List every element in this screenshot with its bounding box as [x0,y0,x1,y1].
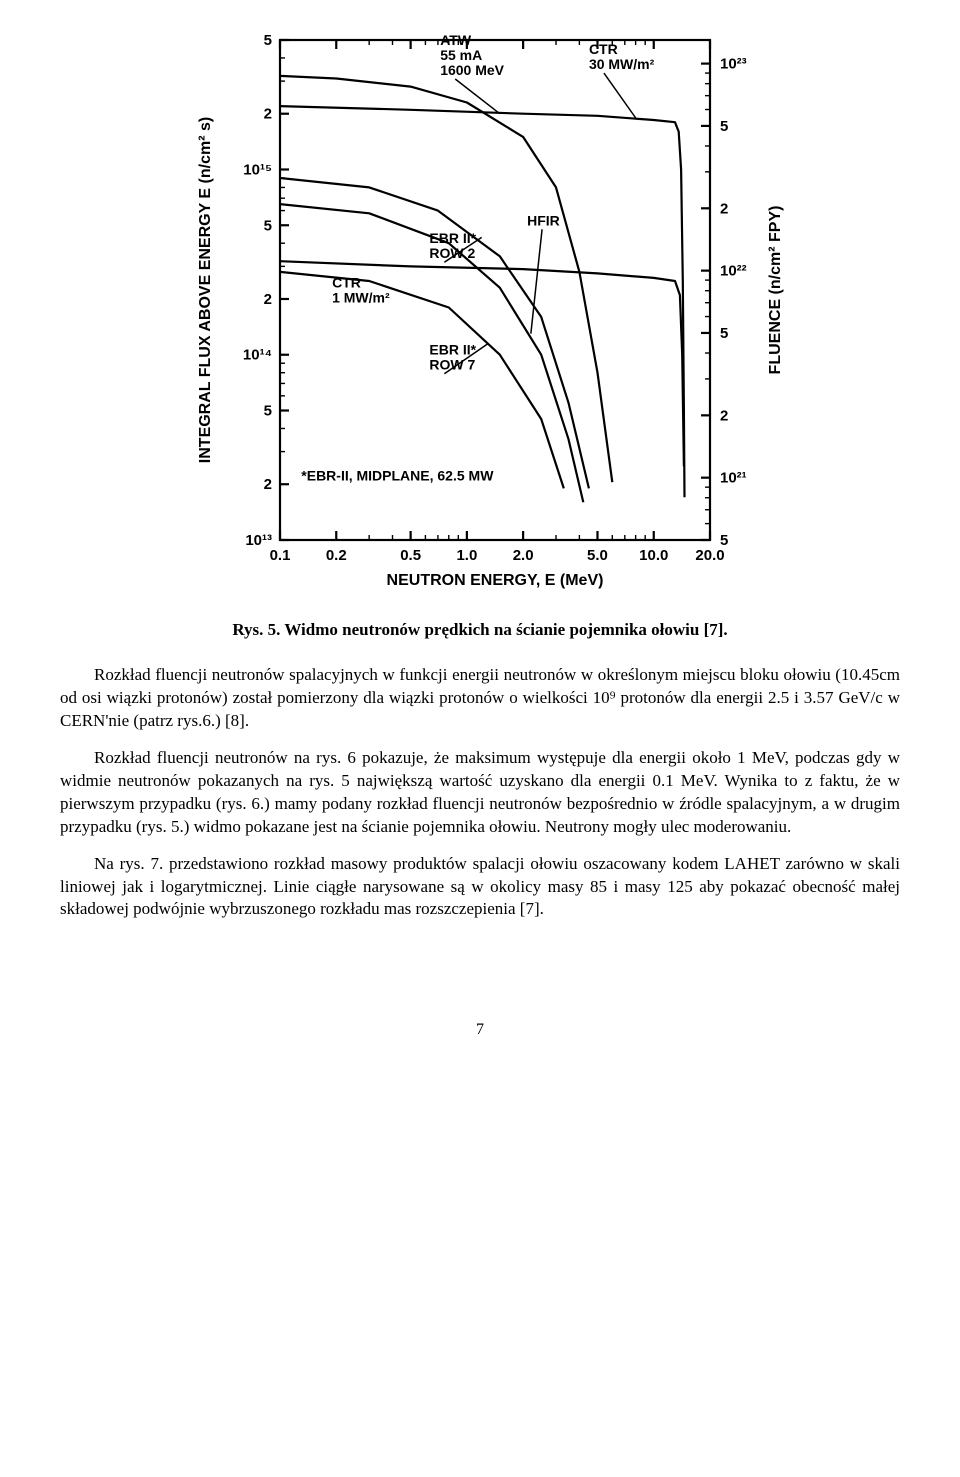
svg-text:10¹³: 10¹³ [245,532,272,549]
paragraph-3: Na rys. 7. przedstawiono rozkład masowy … [60,853,900,922]
svg-text:0.1: 0.1 [270,547,291,564]
svg-text:ROW 2: ROW 2 [429,245,475,261]
svg-text:1 MW/m²: 1 MW/m² [332,290,390,306]
svg-text:5: 5 [264,217,272,234]
svg-text:5.0: 5.0 [587,547,608,564]
figure-5: 0.1 0.2 0.5 1.0 2.0 5.0 10.0 20.0 10¹³ 2 5 10¹⁴ 2 5 10… [160,20,800,600]
svg-text:CTR: CTR [589,41,618,57]
svg-text:2: 2 [720,200,728,217]
svg-text:10²³: 10²³ [720,56,747,73]
svg-text:10²¹: 10²¹ [720,470,747,487]
svg-text:ROW 7: ROW 7 [429,357,475,373]
svg-text:5: 5 [264,32,272,49]
svg-text:10²²: 10²² [720,263,747,280]
svg-text:10¹⁴: 10¹⁴ [243,347,272,364]
svg-text:0.5: 0.5 [400,547,421,564]
svg-text:CTR: CTR [332,275,361,291]
svg-text:5: 5 [720,532,728,549]
svg-text:5: 5 [720,325,728,342]
svg-text:30 MW/m²: 30 MW/m² [589,56,655,72]
svg-text:2: 2 [264,106,272,123]
svg-text:INTEGRAL FLUX ABOVE ENERGY E (: INTEGRAL FLUX ABOVE ENERGY E (n/cm² s) [197,117,214,463]
svg-text:1600 MeV: 1600 MeV [440,62,504,78]
svg-text:FLUENCE (n/cm² FPY): FLUENCE (n/cm² FPY) [767,206,784,375]
svg-text:2.0: 2.0 [513,547,534,564]
svg-text:10.0: 10.0 [639,547,668,564]
svg-text:2: 2 [720,407,728,424]
svg-text:2: 2 [264,476,272,493]
svg-text:10¹⁵: 10¹⁵ [243,161,272,178]
svg-text:EBR II*: EBR II* [429,230,476,246]
page-number: 7 [60,1021,900,1039]
paragraph-1: Rozkład fluencji neutronów spalacyjnych … [60,664,900,733]
svg-text:5: 5 [720,118,728,135]
svg-text:55 mA: 55 mA [440,47,482,63]
svg-text:5: 5 [264,403,272,420]
svg-text:NEUTRON ENERGY, E (MeV): NEUTRON ENERGY, E (MeV) [387,572,604,589]
svg-text:HFIR: HFIR [527,212,560,228]
paragraph-2: Rozkład fluencji neutronów na rys. 6 pok… [60,747,900,839]
svg-text:0.2: 0.2 [326,547,347,564]
svg-text:1.0: 1.0 [456,547,477,564]
svg-text:ATW: ATW [440,32,472,48]
svg-text:20.0: 20.0 [695,547,724,564]
chart-svg: 0.1 0.2 0.5 1.0 2.0 5.0 10.0 20.0 10¹³ 2 5 10¹⁴ 2 5 10… [160,20,800,600]
svg-text:*EBR-II, MIDPLANE, 62.5 MW: *EBR-II, MIDPLANE, 62.5 MW [301,467,494,483]
svg-text:2: 2 [264,291,272,308]
figure-caption: Rys. 5. Widmo neutronów prędkich na ścia… [60,620,900,640]
svg-text:EBR II*: EBR II* [429,342,476,358]
